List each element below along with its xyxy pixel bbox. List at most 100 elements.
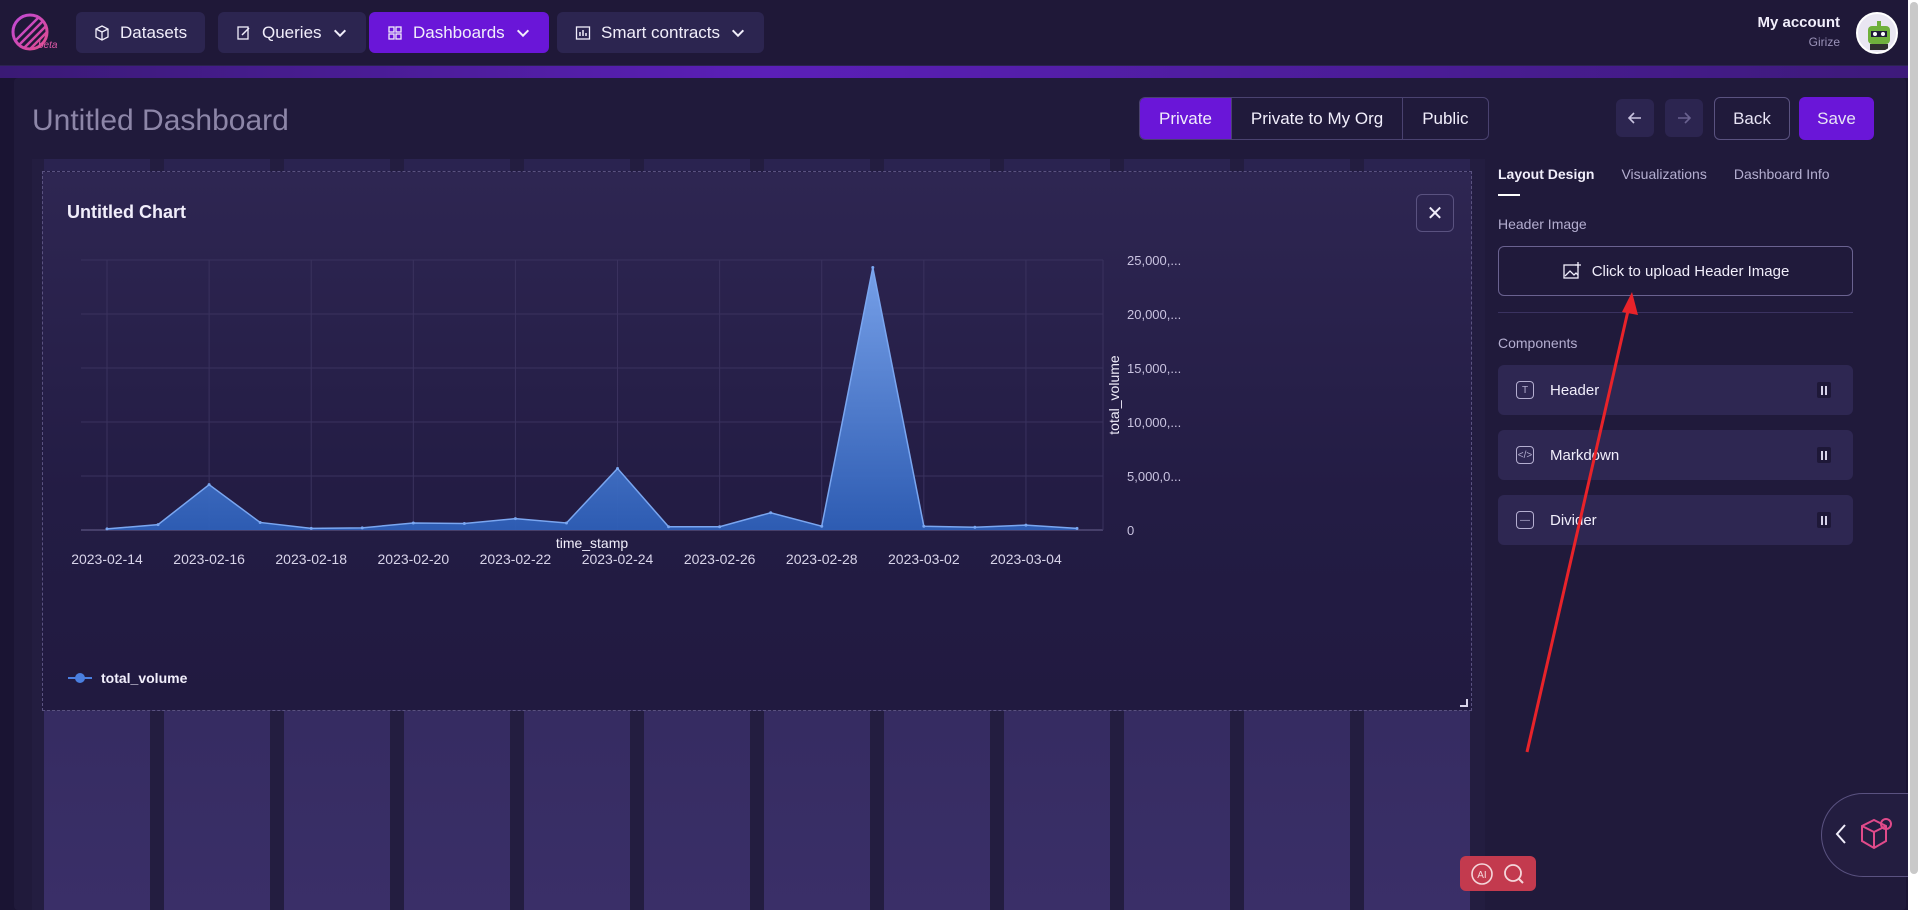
data-point [1024, 523, 1028, 527]
username: Girize [1808, 35, 1840, 49]
data-point [1075, 526, 1079, 530]
x-tick-label: 2023-02-26 [684, 551, 756, 567]
chart-legend[interactable]: total_volume [67, 670, 187, 686]
chart-widget[interactable]: Untitled Chart ✕ 0 5,000,0... 10,000,... 15… [42, 171, 1472, 711]
component-markdown[interactable]: </> Markdown [1498, 430, 1853, 480]
components-label: Components [1498, 335, 1578, 351]
scrollbar[interactable] [1908, 0, 1920, 910]
x-tick-label: 2023-02-18 [275, 551, 347, 567]
cube-icon [95, 24, 109, 41]
visibility-public[interactable]: Public [1402, 98, 1487, 139]
beta-badge: beta [38, 40, 58, 51]
data-point [667, 525, 671, 529]
arrow-right-icon [1678, 112, 1692, 124]
data-point [360, 526, 364, 530]
data-point [207, 483, 211, 487]
tab-dashboard-info[interactable]: Dashboard Info [1733, 166, 1830, 182]
header-image-label: Header Image [1498, 216, 1587, 232]
x-tick-label: 2023-02-28 [786, 551, 858, 567]
tab-visualizations[interactable]: Visualizations [1621, 166, 1707, 182]
nav-datasets[interactable]: Datasets [76, 12, 206, 53]
chevron-down-icon [516, 29, 529, 37]
y-tick-label: 25,000,... [1127, 253, 1181, 268]
upload-label: Click to upload Header Image [1591, 262, 1790, 280]
edit-icon [237, 25, 250, 40]
x-tick-label: 2023-02-22 [480, 551, 552, 567]
data-point [513, 517, 517, 521]
data-point [156, 523, 160, 527]
search-icon [1504, 863, 1524, 884]
legend-label: total_volume [101, 670, 188, 686]
visibility-org[interactable]: Private to My Org [1230, 98, 1402, 139]
data-point [258, 520, 262, 524]
bar-chart-icon [575, 25, 591, 40]
panel-tabs: Layout Design Visualizations Dashboard I… [1498, 166, 1878, 196]
chart-title: Untitled Chart [67, 202, 186, 222]
chevron-down-icon [732, 29, 745, 37]
redo-button[interactable] [1665, 99, 1703, 137]
data-point [922, 524, 926, 528]
drag-handle-icon[interactable] [1817, 512, 1831, 528]
y-tick-label: 20,000,... [1127, 307, 1181, 322]
nav-label: Smart contracts [601, 22, 721, 42]
svg-text:AI: AI [1477, 870, 1486, 881]
drag-handle-icon[interactable] [1817, 447, 1831, 463]
robot-avatar-icon [1868, 21, 1890, 50]
grid-icon [388, 25, 402, 40]
component-header[interactable]: T Header [1498, 365, 1853, 415]
component-label: Divider [1550, 511, 1597, 529]
x-tick-label: 2023-02-20 [378, 551, 450, 567]
ai-icon: AI [1471, 862, 1493, 885]
visibility-private[interactable]: Private [1140, 98, 1231, 139]
top-nav: beta Datasets Queries Dashboards Smart c… [0, 0, 1920, 66]
legend-swatch-icon [68, 673, 92, 683]
drag-handle-icon[interactable] [1817, 382, 1831, 398]
page-title[interactable]: Untitled Dashboard [32, 104, 289, 137]
series-line [106, 267, 1078, 530]
scrollbar-thumb[interactable] [1910, 2, 1918, 874]
tab-layout-design[interactable]: Layout Design [1498, 166, 1595, 196]
right-panel: Layout Design Visualizations Dashboard I… [1498, 66, 1878, 545]
nav-label: Queries [262, 22, 322, 42]
data-point [462, 522, 466, 526]
component-label: Markdown [1550, 446, 1620, 464]
y-axis-title: total_volume [1106, 355, 1122, 435]
x-tick-label: 2023-02-14 [71, 551, 143, 567]
avatar[interactable] [1856, 12, 1898, 54]
image-upload-icon [1563, 262, 1581, 279]
upload-header-image-button[interactable]: Click to upload Header Image [1498, 246, 1853, 296]
close-chart-button[interactable]: ✕ [1416, 194, 1454, 232]
nav-smart-contracts[interactable]: Smart contracts [557, 12, 765, 53]
nav-queries[interactable]: Queries [218, 12, 366, 53]
data-point [564, 521, 568, 525]
save-button[interactable]: Save [1799, 97, 1874, 140]
data-point [871, 266, 875, 270]
cube-logo-icon [1861, 818, 1892, 850]
undo-button[interactable] [1616, 99, 1654, 137]
data-point [411, 521, 415, 525]
data-point [105, 527, 109, 531]
nav-dashboards[interactable]: Dashboards [369, 12, 549, 53]
resize-handle[interactable] [1460, 699, 1468, 707]
data-point [769, 511, 773, 515]
side-drawer-toggle[interactable] [1821, 793, 1920, 877]
component-label: Header [1550, 381, 1600, 399]
x-tick-label: 2023-02-16 [173, 551, 245, 567]
data-point [309, 526, 313, 530]
text-icon: T [1516, 381, 1534, 399]
arrow-left-icon [1627, 112, 1641, 124]
y-tick-label: 0 [1127, 523, 1134, 538]
chevron-left-icon [1835, 824, 1846, 844]
component-divider[interactable]: — Divider [1498, 495, 1853, 545]
app-logo-icon[interactable] [10, 12, 60, 56]
x-tick-label: 2023-03-02 [888, 551, 960, 567]
x-axis-title: time_stamp [556, 535, 629, 551]
nav-label: Dashboards [413, 22, 505, 42]
data-point [718, 525, 722, 529]
chevron-down-icon [333, 29, 346, 37]
account-menu[interactable]: My account Girize [1757, 14, 1840, 49]
back-button[interactable]: Back [1714, 97, 1790, 140]
nav-label: Datasets [120, 22, 188, 42]
ai-assistant-widget[interactable]: AI [1460, 856, 1536, 891]
